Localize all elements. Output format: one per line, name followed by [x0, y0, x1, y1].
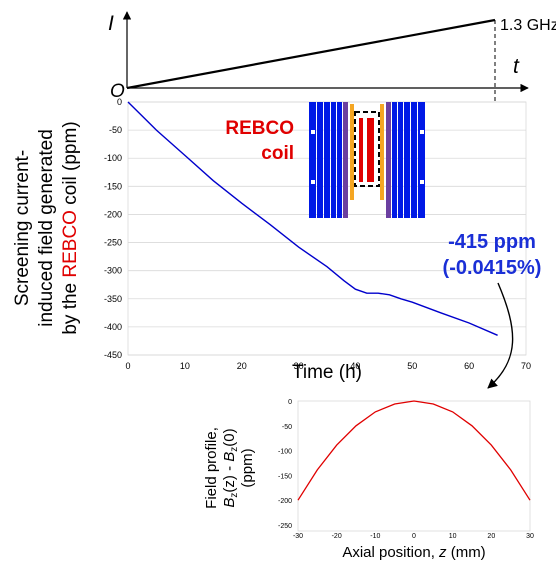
inset-x-tick-labels: -30 -20 -10 0 10 20 30 — [293, 533, 534, 540]
main-y-tick: -250 — [104, 238, 122, 248]
origin-label: O — [110, 81, 125, 102]
main-y-tick: -450 — [104, 350, 122, 360]
inset-x-tick: 10 — [449, 533, 457, 540]
main-x-tick: 50 — [407, 361, 417, 371]
main-y-tick: 0 — [117, 97, 122, 107]
y-label-line-3: by the REBCO coil (ppm) — [60, 121, 81, 334]
inset-y-tick-labels: 0 -50 -100 -150 -200 -250 — [278, 399, 292, 530]
current-ramp-line — [126, 18, 496, 90]
main-y-axis-label: Screening current- induced field generat… — [12, 121, 81, 334]
main-x-tick: 30 — [294, 361, 304, 371]
inset-x-tick: -10 — [370, 533, 380, 540]
main-y-tick: -350 — [104, 294, 122, 304]
magnet-cross-section-illustration — [309, 102, 425, 218]
main-chart: 0 -50 -100 -150 -200 -250 -300 -350 -400 -450 0 10… — [12, 97, 542, 389]
inset-x-tick: 20 — [487, 533, 495, 540]
y-label-line-2: induced field generated — [36, 129, 57, 327]
coil-label-line-1: REBCO — [225, 118, 294, 139]
main-x-tick-labels: 0 10 20 30 40 50 60 70 — [125, 361, 531, 371]
main-x-tick: 20 — [237, 361, 247, 371]
inset-x-tick: -20 — [332, 533, 342, 540]
inset-y-tick: -150 — [278, 473, 292, 480]
main-y-tick: -300 — [104, 266, 122, 276]
main-x-tick: 10 — [180, 361, 190, 371]
inset-y-axis-label: Field profile, Bz(z) - Bz(0) (ppm) — [203, 427, 256, 509]
final-value-annotation: -415 ppm — [448, 231, 536, 253]
main-x-tick: 60 — [464, 361, 474, 371]
main-x-tick: 70 — [521, 361, 531, 371]
inset-plot-area — [297, 400, 531, 532]
current-ramp-panel: I O t 1.3 GHz — [108, 11, 556, 283]
main-y-tick: -200 — [104, 209, 122, 219]
main-y-tick: -400 — [104, 322, 122, 332]
inset-x-axis-label: Axial position, z (mm) — [342, 544, 485, 561]
main-x-axis-label: Time (h) — [292, 362, 362, 383]
inset-x-tick: -30 — [293, 533, 303, 540]
connector-arrow — [487, 282, 514, 389]
inset-chart: 0-50-100-150-200-250 -30 -20 -10 0 10 20 30 Fi… — [203, 399, 534, 561]
final-percent-annotation: (-0.0415%) — [443, 257, 542, 279]
svg-text:Bz(z) - Bz(0): Bz(z) - Bz(0) — [221, 428, 240, 507]
main-y-tick: -50 — [109, 125, 122, 135]
svg-text:Field profile,: Field profile, — [203, 427, 220, 509]
current-axis-symbol: I — [108, 12, 114, 35]
main-y-tick-labels: 0 -50 -100 -150 -200 -250 -300 -350 -400 -450 — [104, 97, 122, 360]
inset-y-tick: 0 — [288, 399, 292, 406]
coil-label-line-2: coil — [261, 143, 294, 164]
main-x-tick: 0 — [125, 361, 130, 371]
inset-y-tick: -50 — [282, 424, 292, 431]
screening-field-curve — [127, 101, 498, 336]
field-profile-curve — [297, 400, 531, 501]
inset-y-tick: -200 — [278, 498, 292, 505]
main-y-tick: -100 — [104, 153, 122, 163]
svg-text:(ppm): (ppm) — [239, 448, 256, 487]
inset-y-tick: -250 — [278, 523, 292, 530]
main-x-tick: 40 — [350, 361, 360, 371]
field-end-label: 1.3 GHz — [500, 17, 556, 34]
inset-x-tick: 0 — [412, 533, 416, 540]
inset-y-tick: -100 — [278, 449, 292, 456]
main-y-tick: -150 — [104, 181, 122, 191]
inset-x-tick: 30 — [526, 533, 534, 540]
time-axis-symbol: t — [513, 55, 520, 78]
y-label-line-1: Screening current- — [12, 150, 33, 306]
